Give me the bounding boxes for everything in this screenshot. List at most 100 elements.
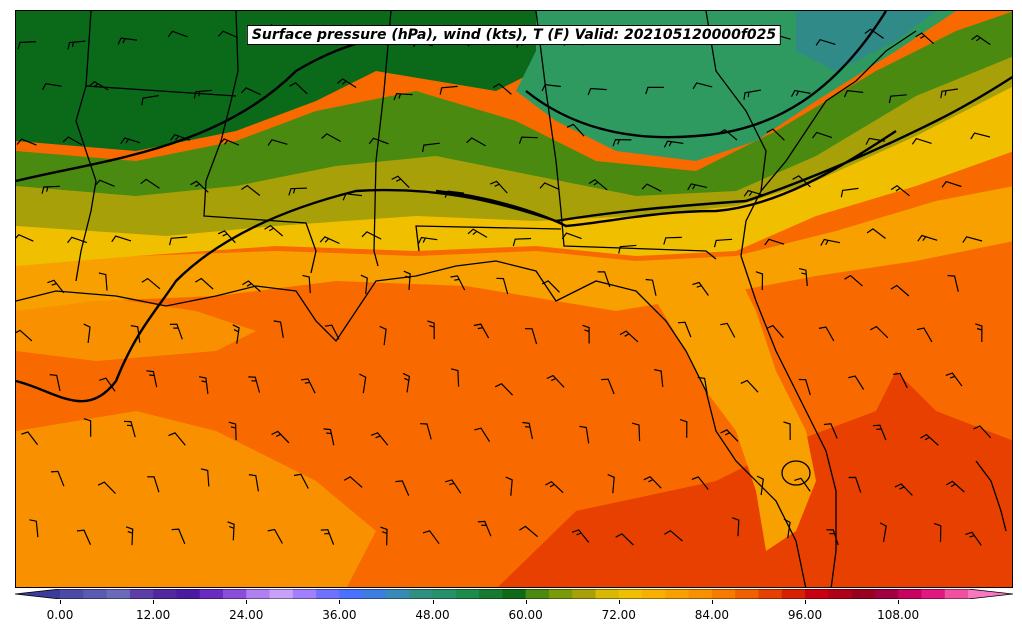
colorbar-tick-mark xyxy=(711,600,713,604)
wind-barb xyxy=(571,529,590,543)
wind-barb xyxy=(267,528,283,544)
colorbar-tick-label: 36.00 xyxy=(322,608,357,622)
colorbar-tick-mark xyxy=(805,600,807,604)
wind-barb xyxy=(83,323,91,343)
wind-barb xyxy=(525,328,538,345)
colorbar-tick-mark xyxy=(60,600,61,604)
wind-barb xyxy=(141,95,159,106)
wind-barb xyxy=(16,233,34,242)
colorbar-segment xyxy=(199,589,224,599)
colorbar-segment xyxy=(60,589,84,599)
wind-barb xyxy=(190,180,209,193)
colorbar-segment xyxy=(874,589,899,599)
wind-barb xyxy=(783,518,791,539)
wind-barb xyxy=(496,277,509,295)
wind-barb xyxy=(492,83,512,95)
wind-barb xyxy=(217,30,238,39)
wind-barb xyxy=(663,236,682,245)
wind-barb xyxy=(361,231,382,240)
colorbar-segment xyxy=(106,589,131,599)
colorbar-segment xyxy=(246,589,271,599)
wind-barb xyxy=(336,78,357,89)
wind-barb xyxy=(420,423,432,440)
wind-barb xyxy=(50,470,65,487)
colorbar-segment xyxy=(432,589,457,599)
wind-barb xyxy=(718,128,738,141)
wind-barb xyxy=(645,278,657,296)
wind-barb xyxy=(865,137,886,145)
wind-barb xyxy=(16,329,33,342)
wind-barb xyxy=(117,37,137,45)
wind-barb xyxy=(473,323,490,339)
wind-barb xyxy=(940,88,958,99)
colorbar-segment xyxy=(711,589,736,599)
colorbar-segment xyxy=(828,589,853,599)
wind-barb xyxy=(217,230,236,244)
colorbar-segment xyxy=(153,589,177,599)
colorbar-segment xyxy=(479,589,503,599)
wind-barb xyxy=(947,274,959,292)
wind-barb xyxy=(641,183,662,192)
wind-barb xyxy=(740,379,759,393)
coastline-east xyxy=(740,255,837,587)
wind-barb xyxy=(888,94,907,104)
wind-barb xyxy=(293,473,309,489)
wind-barb xyxy=(125,526,134,546)
isobars xyxy=(16,11,1012,403)
wind-barb xyxy=(962,236,983,243)
state-border xyxy=(373,11,392,267)
wind-barb xyxy=(917,234,938,242)
wind-barb xyxy=(713,238,733,248)
colorbar-ticks: 0.00 12.00 24.00 36.00 48.00 60.00 72.00 84.00 9… xyxy=(0,600,1022,630)
wind-barb xyxy=(370,432,389,446)
wind-barb xyxy=(62,136,83,146)
wind-barb xyxy=(505,476,513,496)
wind-barb xyxy=(98,272,108,291)
wind-barb xyxy=(76,529,92,546)
wind-barb xyxy=(692,281,709,296)
wind-barb xyxy=(324,324,340,340)
wind-barb xyxy=(359,373,367,394)
wind-barb xyxy=(288,187,307,196)
wind-barb xyxy=(271,430,290,444)
colorbar-tick-mark xyxy=(153,600,155,604)
colorbar-segment xyxy=(222,589,247,599)
wind-barb xyxy=(893,372,908,389)
wind-barb xyxy=(512,237,532,247)
wind-barb xyxy=(489,180,508,194)
wind-barb xyxy=(67,40,86,50)
colorbar-segment xyxy=(548,589,573,599)
wind-barb xyxy=(16,138,37,146)
wind-barb xyxy=(422,142,440,153)
wind-barb xyxy=(546,374,565,388)
wind-barb xyxy=(945,372,963,387)
wind-barb xyxy=(764,238,785,246)
wind-barb xyxy=(368,137,389,145)
state-border xyxy=(203,11,317,274)
wind-barb xyxy=(798,378,811,396)
wind-barb xyxy=(812,131,833,139)
colorbar-segment xyxy=(898,589,922,599)
isobar xyxy=(435,130,897,228)
colorbar-segment xyxy=(316,589,340,599)
wind-barb xyxy=(67,236,88,244)
wind-barb xyxy=(916,327,933,343)
wind-barb xyxy=(766,324,784,339)
wind-barb xyxy=(167,30,188,38)
colorbar-segment xyxy=(83,589,108,599)
wind-barb xyxy=(790,89,811,97)
wind-barb xyxy=(21,431,39,446)
wind-barb xyxy=(645,86,664,95)
colorbar-tick-mark xyxy=(525,600,527,604)
wind-barb xyxy=(692,82,713,90)
wind-barb xyxy=(843,90,864,98)
wind-barb xyxy=(915,32,935,45)
wind-barb xyxy=(41,185,60,194)
wind-barb xyxy=(755,271,764,291)
wind-barb xyxy=(844,274,863,287)
wind-barb xyxy=(342,193,362,201)
wind-barb xyxy=(450,275,466,291)
colorbar-segment xyxy=(455,589,480,599)
wind-barb xyxy=(417,236,438,245)
colorbar-tick-label: 72.00 xyxy=(601,608,636,622)
